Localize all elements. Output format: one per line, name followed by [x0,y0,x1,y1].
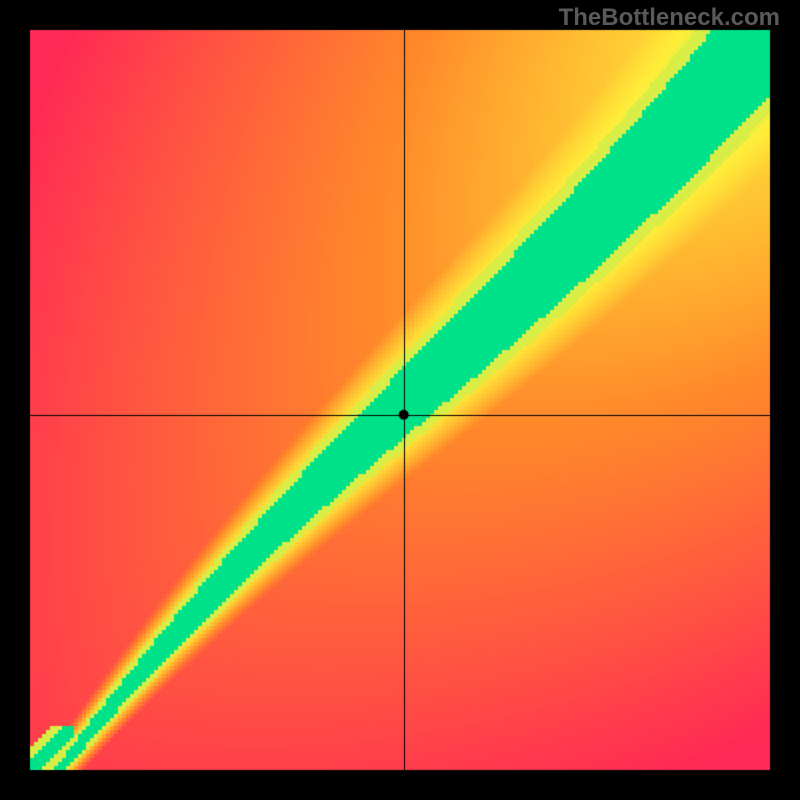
heatmap-canvas [0,0,800,800]
chart-container: TheBottleneck.com [0,0,800,800]
watermark-text: TheBottleneck.com [559,4,780,32]
